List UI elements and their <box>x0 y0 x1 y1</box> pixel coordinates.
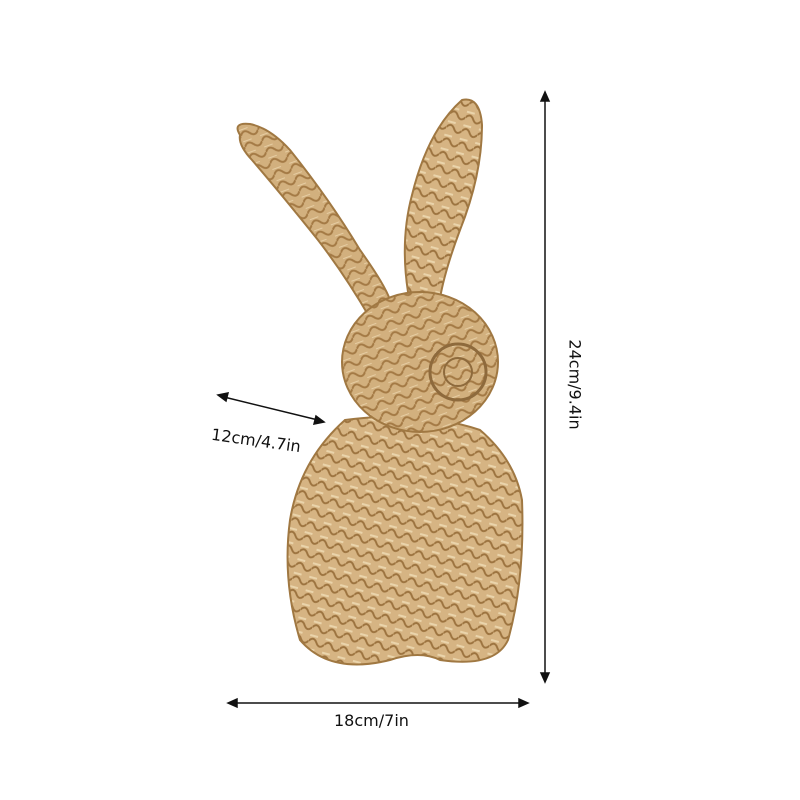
left-ear <box>236 122 392 320</box>
depth-arrow <box>216 392 326 425</box>
head <box>341 291 499 433</box>
width-label: 18cm/7in <box>334 711 409 730</box>
body <box>286 415 524 666</box>
height-arrow <box>539 90 551 684</box>
width-arrow <box>226 697 530 709</box>
right-ear <box>403 98 484 300</box>
height-label: 24cm/9.4in <box>565 339 585 430</box>
nose-swirl <box>428 342 488 402</box>
rabbit <box>236 98 524 666</box>
